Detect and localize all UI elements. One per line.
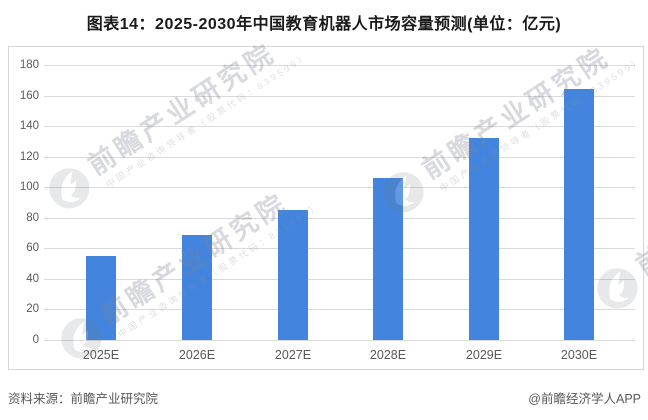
- bar-2026E: [182, 234, 212, 340]
- x-tick-label: 2027E: [274, 348, 312, 362]
- gridline: [44, 65, 635, 66]
- gridline: [44, 309, 635, 311]
- bar-2030E: [564, 89, 594, 340]
- gridline: [44, 187, 635, 189]
- x-tick-label: 2025E: [82, 348, 120, 362]
- gridline: [44, 217, 635, 219]
- y-tick-label: 160: [19, 89, 39, 102]
- y-tick-label: 60: [26, 242, 39, 255]
- footer-source: 资料来源：前瞻产业研究院: [8, 392, 159, 406]
- y-tick-label: 0: [32, 334, 39, 346]
- y-tick-label: 100: [19, 181, 39, 194]
- chart-title: 图表14：2025-2030年中国教育机器人市场容量预测(单位：亿元): [86, 16, 562, 33]
- x-tick-label: 2026E: [178, 348, 216, 362]
- gridline: [44, 156, 635, 158]
- bar-2027E: [278, 210, 308, 340]
- y-tick-label: 40: [26, 272, 39, 285]
- bar-2028E: [373, 178, 403, 340]
- x-tick-label: 2028E: [369, 348, 407, 362]
- gridline: [44, 278, 635, 280]
- y-tick-label: 80: [26, 211, 39, 224]
- chart-plot-area: 0 20 40 60 80 100 120 140 160 180 2025E 2026E 2027E…: [8, 46, 644, 370]
- y-tick-label: 120: [19, 150, 39, 163]
- y-tick-label: 20: [26, 303, 39, 316]
- gridline: [44, 126, 635, 128]
- x-tick-label: 2029E: [465, 348, 503, 362]
- y-tick-label: 140: [19, 120, 39, 133]
- x-tick-label: 2030E: [560, 348, 598, 362]
- footer: 资料来源：前瞻产业研究院 @前瞻经济学人APP: [8, 388, 641, 407]
- gridline: [44, 340, 635, 341]
- gridline: [44, 95, 635, 97]
- gridline: [44, 248, 635, 250]
- bar-2029E: [469, 138, 499, 340]
- y-tick-label: 180: [19, 59, 39, 71]
- bar-2025E: [86, 255, 116, 340]
- footer-credit: @前瞻经济学人APP: [528, 392, 641, 406]
